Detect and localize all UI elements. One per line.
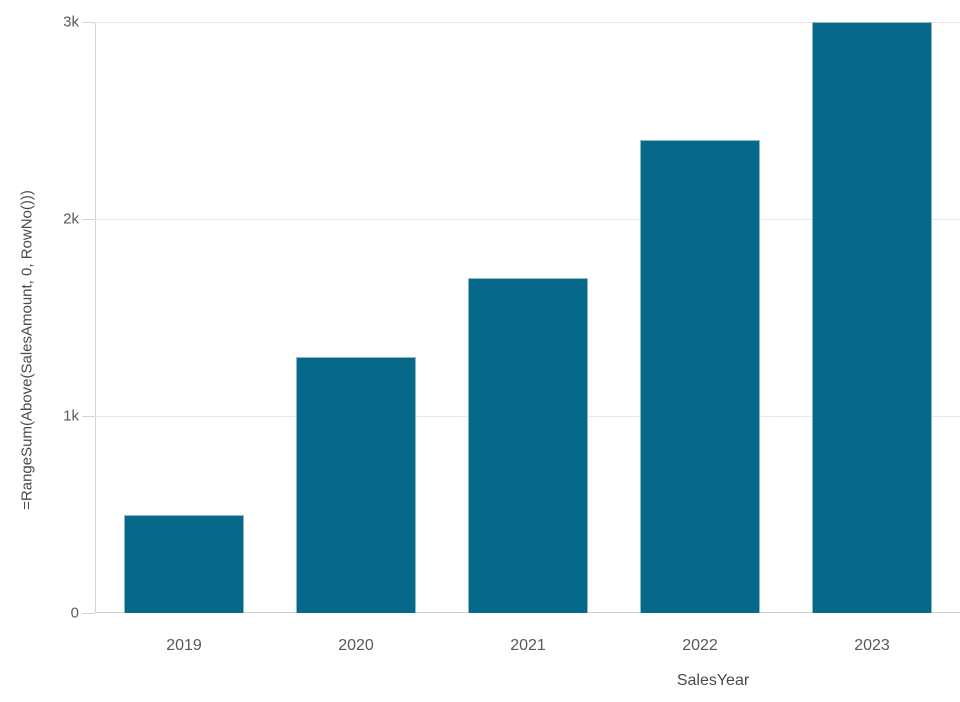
y-tick-label-1k: 1k <box>63 407 79 425</box>
y-axis-title: =RangeSum(Above(SalesAmount, 0, RowNo())… <box>18 190 36 510</box>
bar-2021[interactable] <box>468 278 588 613</box>
x-tick-label-2022[interactable]: 2022 <box>682 637 718 654</box>
y-tick-label-3k: 3k <box>63 13 79 31</box>
y-tick-mark-0 <box>82 613 95 614</box>
gridline-3k <box>95 22 960 23</box>
bar-2020[interactable] <box>296 356 416 613</box>
bar-2022[interactable] <box>640 140 760 613</box>
x-tick-label-2023[interactable]: 2023 <box>854 637 890 654</box>
bar-2023[interactable] <box>812 22 932 613</box>
y-tick-label-2k: 2k <box>63 210 79 228</box>
x-tick-label-2019[interactable]: 2019 <box>166 637 202 654</box>
y-tick-mark-3k <box>82 22 95 23</box>
x-tick-label-2020[interactable]: 2020 <box>338 637 374 654</box>
y-tick-mark-1k <box>82 416 95 417</box>
x-tick-label-2021[interactable]: 2021 <box>510 637 546 654</box>
bar-2019[interactable] <box>124 514 244 613</box>
y-tick-mark-2k <box>82 219 95 220</box>
x-axis-title: SalesYear <box>676 672 750 689</box>
y-axis-line <box>95 22 96 613</box>
plot-area: 0 1k 2k 3k 2019 2020 2021 2022 2023 <box>63 15 960 654</box>
gridline-2k <box>95 219 960 220</box>
y-tick-label-0: 0 <box>70 604 79 622</box>
